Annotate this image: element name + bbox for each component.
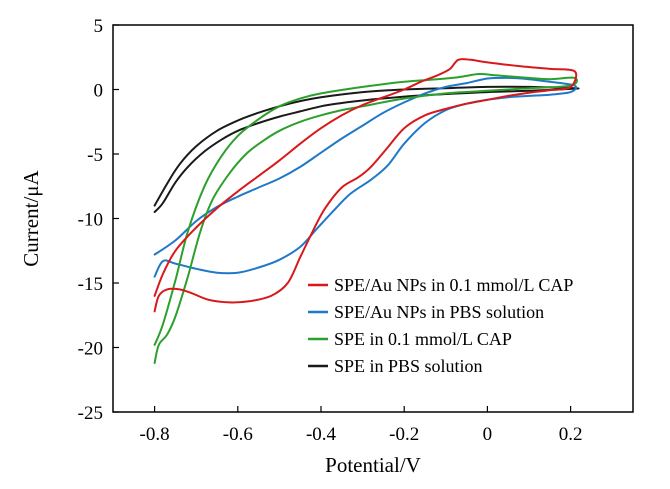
legend-label: SPE in 0.1 mmol/L CAP [334, 329, 512, 349]
y-tick-label: 0 [94, 81, 104, 102]
y-tick-label: -25 [78, 403, 103, 424]
legend: SPE/Au NPs in 0.1 mmol/L CAP SPE/Au NPs i… [308, 275, 573, 376]
x-tick-label: 0.2 [559, 424, 583, 445]
x-tick-label: 0 [483, 424, 493, 445]
legend-label: SPE/Au NPs in 0.1 mmol/L CAP [334, 275, 573, 295]
series-line-1 [153, 58, 578, 313]
x-tick-label: -0.6 [223, 424, 253, 445]
series-line-2 [153, 76, 578, 278]
ticks-layer: -0.8 -0.6 -0.4 -0.2 0 0.2 5 0 -5 -10 -15 -20 -25 [78, 16, 583, 445]
x-tick-label: -0.2 [389, 424, 419, 445]
series-layer [153, 58, 580, 364]
legend-label: SPE/Au NPs in PBS solution [334, 302, 544, 322]
y-tick-label: -20 [78, 339, 103, 360]
y-tick-label: -15 [78, 274, 103, 295]
x-axis-label: Potential/V [325, 453, 421, 477]
y-tick-label: -10 [78, 210, 103, 231]
series-line-3 [153, 72, 578, 364]
x-tick-label: -0.8 [140, 424, 170, 445]
x-tick-label: -0.4 [306, 424, 337, 445]
y-tick-label: 5 [94, 16, 104, 37]
y-axis-label: Current/μA [19, 169, 43, 266]
y-tick-label: -5 [87, 145, 103, 166]
legend-label: SPE in PBS solution [334, 356, 483, 376]
